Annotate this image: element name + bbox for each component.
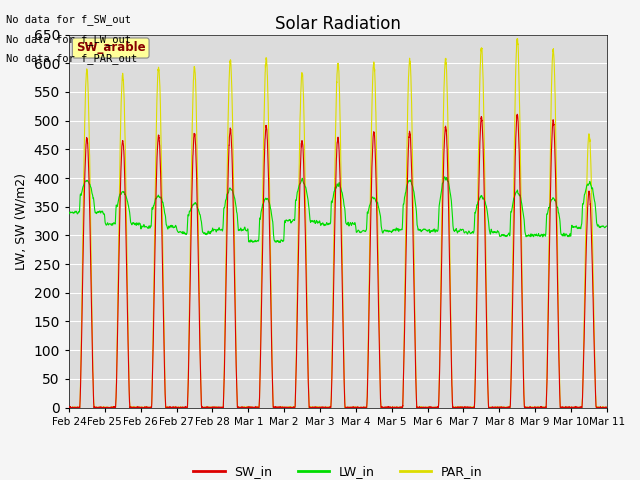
Legend: SW_in, LW_in, PAR_in: SW_in, LW_in, PAR_in — [188, 460, 488, 480]
Text: No data for f_LW_out: No data for f_LW_out — [6, 34, 131, 45]
Y-axis label: LW, SW (W/m2): LW, SW (W/m2) — [15, 173, 28, 270]
Text: No data for f_SW_out: No data for f_SW_out — [6, 14, 131, 25]
Text: No data for f_PAR_out: No data for f_PAR_out — [6, 53, 138, 64]
Text: SW_arable: SW_arable — [76, 41, 145, 55]
Title: Solar Radiation: Solar Radiation — [275, 15, 401, 33]
